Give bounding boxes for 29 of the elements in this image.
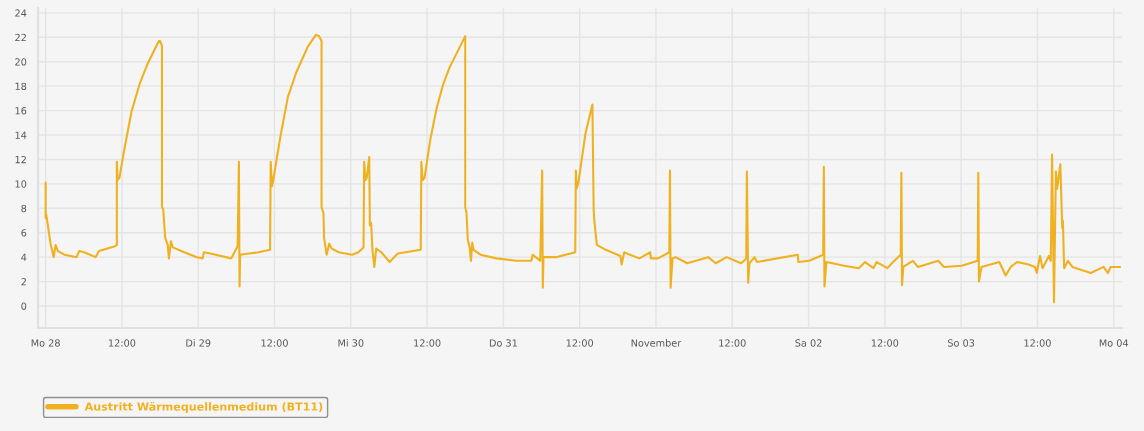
x-tick-label: Di 29 — [186, 339, 211, 347]
x-tick-label: Do 31 — [489, 339, 517, 347]
x-tick-label: 12:00 — [414, 339, 441, 347]
x-tick-label: 12:00 — [108, 339, 136, 347]
legend-label: Austritt Wärmequellenmedium (BT11) — [84, 402, 323, 413]
y-tick-label: 2 — [21, 278, 26, 286]
y-tick-label: 8 — [21, 204, 27, 213]
y-tick-label: 6 — [21, 229, 27, 237]
x-tick-label: 12:00 — [719, 339, 746, 347]
x-tick-label: Sa 02 — [795, 339, 822, 347]
x-tick-label: 12:00 — [1024, 339, 1051, 347]
x-tick-label: So 03 — [948, 339, 975, 347]
y-tick-label: 10 — [15, 180, 27, 188]
x-tick-label: 12:00 — [871, 339, 899, 347]
x-tick-label: 12:00 — [566, 339, 594, 347]
y-tick-label: 0 — [21, 302, 27, 310]
x-tick-label: November — [631, 339, 682, 347]
y-tick-label: 16 — [15, 107, 27, 115]
y-tick-label: 24 — [15, 9, 27, 17]
y-tick-label: 4 — [21, 253, 27, 261]
x-tick-label: Mi 30 — [338, 339, 364, 347]
x-tick-label: Mo 04 — [1099, 339, 1129, 347]
y-tick-label: 12 — [15, 155, 26, 164]
y-tick-label: 22 — [15, 33, 26, 42]
y-tick-label: 20 — [15, 58, 27, 66]
x-tick-label: Mo 28 — [31, 339, 60, 347]
y-tick-label: 18 — [15, 82, 27, 90]
x-tick-label: 12:00 — [261, 339, 288, 347]
y-tick-label: 14 — [15, 131, 27, 139]
